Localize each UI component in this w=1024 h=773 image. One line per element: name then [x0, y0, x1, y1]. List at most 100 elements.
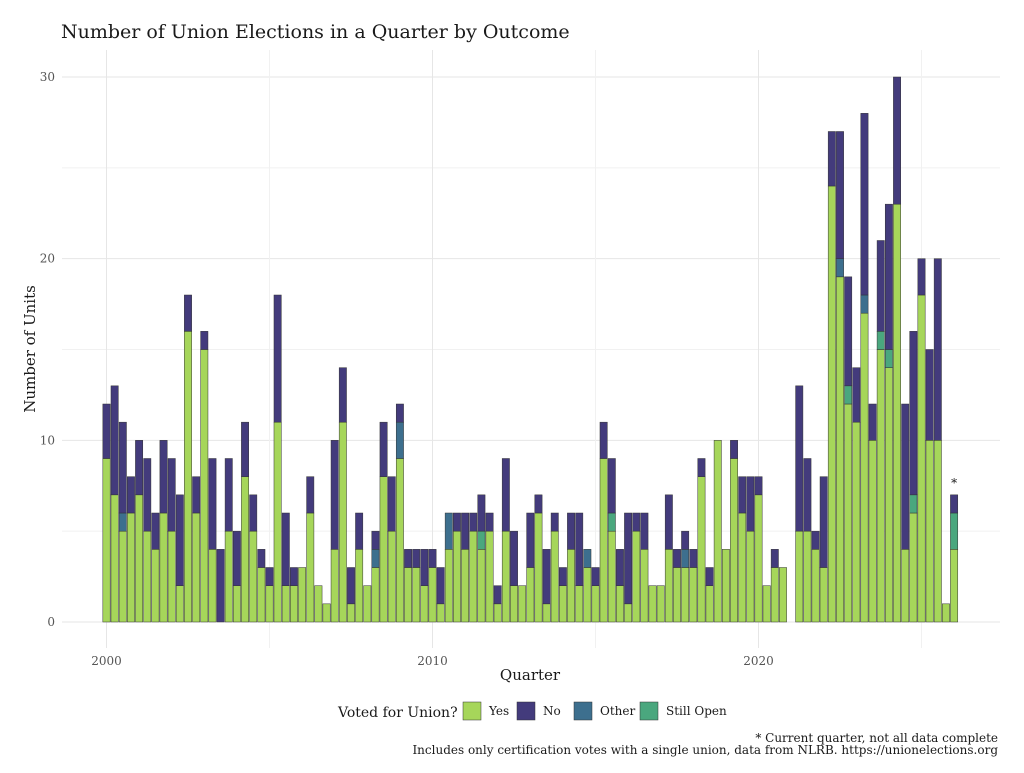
bar-segment-no — [428, 549, 437, 568]
bar-segment-no — [534, 494, 543, 514]
bar-segment-no — [754, 476, 763, 496]
bar-segment-yes — [803, 530, 812, 623]
bar-segment-no — [844, 276, 853, 387]
legend-swatch-other — [573, 701, 593, 721]
y-tick-label: 30 — [40, 70, 55, 84]
bar-segment-no — [143, 458, 152, 532]
bar-segment-no — [510, 530, 518, 586]
bar-segment-no — [673, 549, 681, 568]
bar-segment-still-open — [950, 512, 959, 550]
bar-segment-yes — [159, 512, 168, 623]
bar-segment-yes — [428, 567, 437, 623]
bar-segment-yes — [420, 585, 429, 623]
bar-segment-no — [469, 512, 478, 532]
bar-segment-yes — [860, 312, 869, 623]
legend-swatch-still-open — [639, 701, 659, 721]
legend-label-yes: Yes — [488, 704, 509, 718]
bar-segment-no — [550, 512, 559, 532]
bar-segment-yes — [338, 421, 347, 623]
bar-segment-still-open — [909, 494, 918, 514]
bar-segment-no — [330, 440, 339, 550]
bar-segment-no — [950, 494, 959, 514]
bar-segment-no — [224, 458, 233, 532]
bar-segment-yes — [550, 530, 559, 623]
bar-segment-other — [371, 549, 380, 568]
bar-segment-yes — [884, 367, 893, 623]
bar-segment-no — [860, 113, 869, 296]
bar-segment-no — [347, 567, 355, 605]
bar-segment-yes — [493, 603, 502, 623]
bar-segment-no — [681, 530, 690, 550]
bar-segment-no — [355, 512, 364, 550]
bar-segment-yes — [942, 603, 950, 623]
bar-segment-yes — [689, 567, 698, 623]
bar-segment-still-open — [607, 512, 616, 532]
bar-segment-yes — [713, 440, 722, 623]
bar-segment-no — [819, 476, 828, 568]
bar-segment-yes — [355, 549, 364, 623]
bar-segment-no — [558, 567, 567, 586]
current-quarter-asterisk: * — [951, 476, 957, 490]
bar-segment-no — [893, 76, 901, 205]
bar-segment-yes — [241, 476, 249, 623]
bar-segment-yes — [607, 530, 616, 623]
bar-segment-yes — [754, 494, 763, 623]
bar-segment-yes — [901, 549, 910, 623]
bar-segment-yes — [135, 494, 144, 623]
bar-segment-no — [705, 567, 714, 586]
bar-segment-no — [127, 476, 135, 514]
bar-segment-yes — [827, 185, 836, 623]
bar-segment-no — [640, 512, 649, 550]
bar-segment-yes — [811, 549, 820, 623]
x-tick-label: 2000 — [91, 654, 122, 668]
bar-segment-no — [925, 349, 934, 441]
bar-segment-yes — [485, 530, 494, 623]
bar-segment-no — [827, 131, 836, 187]
bar-segment-no — [567, 512, 575, 550]
bar-segment-no — [461, 512, 470, 550]
bar-segment-no — [387, 476, 396, 532]
bar-segment-no — [412, 549, 421, 568]
bar-segment-yes — [632, 530, 641, 623]
bar-segment-no — [167, 458, 176, 532]
bar-segment-no — [632, 512, 641, 532]
bar-segment-no — [485, 512, 494, 532]
bar-segment-yes — [110, 494, 119, 623]
bar-segment-yes — [330, 549, 339, 623]
bar-segment-yes — [673, 567, 681, 623]
y-tick-labels: 0 10 20 30 — [40, 70, 55, 629]
bar-segment-yes — [705, 585, 714, 623]
bar-segment-yes — [436, 603, 445, 623]
bar-segment-no — [265, 567, 274, 586]
bar-segment-yes — [265, 585, 274, 623]
bar-segment-no — [917, 258, 926, 296]
bar-segment-yes — [184, 331, 192, 623]
bar-segment-yes — [819, 567, 828, 623]
bar-segment-still-open — [876, 331, 885, 350]
bar-segment-yes — [917, 294, 926, 623]
bar-segment-no — [884, 203, 893, 350]
chart-title: Number of Union Elections in a Quarter b… — [61, 21, 570, 43]
bar-segment-no — [795, 385, 804, 532]
legend-label-still-open: Still Open — [666, 704, 727, 718]
bar-segment-yes — [681, 567, 690, 623]
bar-segment-yes — [868, 440, 877, 623]
legend-label-other: Other — [600, 704, 635, 718]
bar-segment-yes — [387, 530, 396, 623]
bar-segment-yes — [347, 603, 355, 623]
bar-segment-yes — [306, 512, 315, 623]
bar-segment-yes — [208, 549, 217, 623]
bar-segment-no — [624, 512, 633, 605]
bar-segment-yes — [371, 567, 380, 623]
bar-segment-no — [901, 403, 910, 550]
bar-segment-yes — [558, 585, 567, 623]
bar-segment-no — [664, 494, 673, 550]
bar-segment-yes — [477, 549, 486, 623]
footnote-current-quarter: * Current quarter, not all data complete — [755, 731, 998, 745]
bar-segment-yes — [257, 567, 266, 623]
bar-segment-no — [404, 549, 412, 568]
bar-segment-yes — [232, 585, 241, 623]
bar-segment-other — [395, 421, 404, 459]
bar-segment-no — [542, 549, 551, 605]
bar-segment-yes — [779, 567, 787, 623]
